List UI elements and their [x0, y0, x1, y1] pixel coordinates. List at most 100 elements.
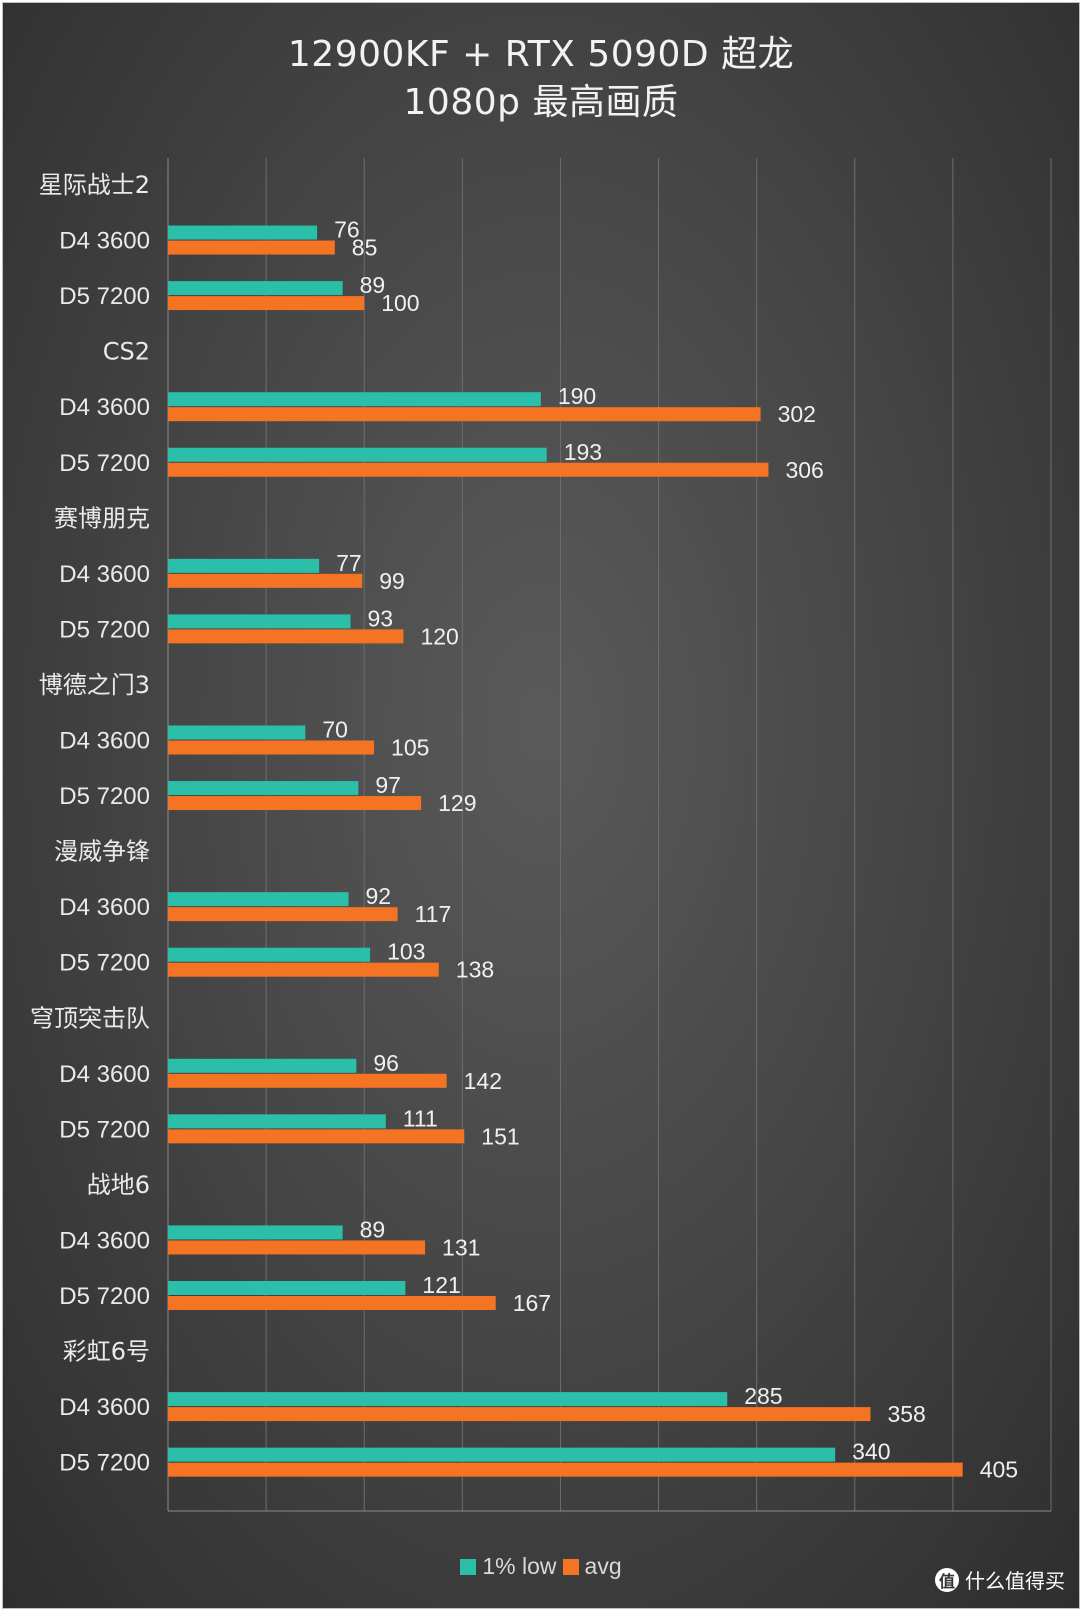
watermark-logo-icon: 值 — [935, 1567, 959, 1592]
data-label-avg: 138 — [456, 957, 494, 983]
bar-avg — [168, 1407, 871, 1422]
data-label-low: 89 — [360, 1216, 386, 1242]
bar-low — [168, 1058, 357, 1073]
bar-avg — [168, 296, 365, 311]
bar-avg — [168, 907, 398, 922]
data-label-low: 89 — [360, 272, 386, 298]
category-label: D5 7200 — [59, 1116, 150, 1143]
category-label: D4 3600 — [59, 728, 150, 755]
bar-avg — [168, 740, 375, 755]
legend-label-low: 1% low — [482, 1553, 557, 1579]
data-label-avg: 142 — [464, 1068, 502, 1094]
bar-avg — [168, 1129, 465, 1144]
bar-low — [168, 781, 359, 796]
data-label-low: 97 — [375, 772, 401, 798]
watermark-text: 什么值得买 — [965, 1569, 1065, 1593]
data-label-low: 285 — [744, 1383, 782, 1409]
data-label-avg: 151 — [481, 1123, 519, 1149]
bar-avg — [168, 796, 422, 811]
group-label: 博德之门3 — [39, 671, 150, 699]
data-label-avg: 405 — [980, 1457, 1018, 1483]
bar-avg — [168, 1240, 426, 1255]
category-label: D5 7200 — [59, 450, 150, 477]
data-label-avg: 105 — [391, 735, 429, 761]
bar-low — [168, 225, 318, 240]
bar-low — [168, 447, 547, 462]
bar-low — [168, 1281, 406, 1295]
data-label-avg: 167 — [513, 1290, 551, 1316]
bar-avg — [168, 962, 439, 977]
data-label-low: 121 — [422, 1272, 460, 1298]
bar-low — [168, 725, 306, 740]
data-label-low: 190 — [558, 383, 596, 409]
data-label-low: 340 — [852, 1439, 890, 1465]
chart-legend: 1% low avg — [3, 1553, 1079, 1580]
group-label: 赛博朋克 — [54, 504, 150, 532]
bar-avg — [168, 1073, 447, 1088]
bar-low — [168, 1392, 728, 1407]
bar-low — [168, 392, 541, 407]
bar-avg — [168, 1296, 496, 1310]
data-label-low: 93 — [367, 605, 393, 631]
data-label-low: 96 — [373, 1050, 399, 1076]
category-label: D4 3600 — [59, 1061, 150, 1088]
category-label: D4 3600 — [59, 1227, 150, 1254]
data-label-low: 70 — [322, 717, 348, 743]
bar-low — [168, 1114, 386, 1129]
bar-low — [168, 1447, 836, 1462]
category-label: D4 3600 — [59, 1394, 150, 1421]
category-label: D5 7200 — [59, 783, 150, 810]
bar-low — [168, 947, 371, 962]
category-label: D5 7200 — [59, 616, 150, 643]
data-label-low: 77 — [336, 550, 362, 576]
group-label: 漫威争锋 — [54, 838, 150, 866]
chart-subtitle: 1080p 最高画质 — [403, 82, 679, 123]
legend-item-avg: avg — [562, 1553, 622, 1580]
data-label-low: 103 — [387, 939, 425, 965]
legend-item-low: 1% low — [460, 1553, 557, 1580]
category-label: D5 7200 — [59, 1450, 150, 1477]
bar-low — [168, 558, 320, 573]
data-label-avg: 129 — [438, 790, 476, 816]
bar-avg — [168, 1462, 963, 1477]
category-label: D4 3600 — [59, 561, 150, 588]
bar-avg — [168, 573, 363, 588]
bar-avg — [168, 629, 404, 644]
group-label: 星际战士2 — [39, 171, 150, 199]
bar-low — [168, 892, 349, 907]
chart-title: 12900KF + RTX 5090D 超龙 — [287, 34, 795, 75]
bar-avg — [168, 407, 761, 422]
group-label: 彩虹6号 — [63, 1338, 150, 1366]
data-label-avg: 306 — [785, 457, 823, 483]
bar-low — [168, 281, 343, 296]
category-label: D4 3600 — [59, 394, 150, 421]
category-label: D5 7200 — [59, 283, 150, 310]
data-label-avg: 99 — [379, 568, 405, 594]
watermark: 值 什么值得买 — [935, 1565, 1065, 1594]
bar-low — [168, 1225, 343, 1240]
legend-swatch-low — [460, 1558, 477, 1575]
group-label: 穹顶突击队 — [30, 1004, 150, 1032]
data-label-avg: 100 — [381, 290, 419, 316]
legend-swatch-avg — [562, 1558, 579, 1575]
data-label-low: 111 — [403, 1105, 438, 1131]
data-label-low: 92 — [366, 883, 392, 909]
data-label-avg: 120 — [420, 623, 458, 649]
group-label: 战地6 — [87, 1171, 150, 1199]
bar-avg — [168, 240, 335, 255]
data-label-avg: 117 — [415, 901, 452, 927]
data-label-avg: 131 — [442, 1234, 480, 1260]
data-label-avg: 358 — [887, 1401, 925, 1427]
category-label: D5 7200 — [59, 950, 150, 977]
bar-avg — [168, 462, 769, 477]
category-label: D5 7200 — [59, 1283, 150, 1310]
legend-label-avg: avg — [584, 1553, 622, 1579]
data-label-avg: 85 — [352, 235, 378, 261]
bar-low — [168, 614, 351, 629]
group-label: CS2 — [103, 338, 150, 366]
category-label: D4 3600 — [59, 228, 150, 255]
data-label-avg: 302 — [778, 401, 816, 427]
data-label-low: 76 — [334, 217, 360, 243]
